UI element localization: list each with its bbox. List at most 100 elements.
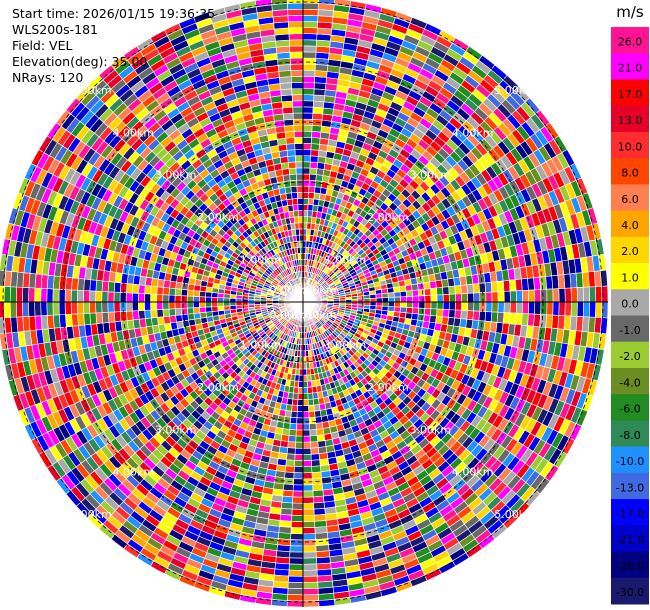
range-gate-cell — [132, 283, 140, 294]
range-gate-cell — [199, 311, 207, 319]
range-gate-cell — [34, 301, 42, 317]
range-gate-cell — [292, 484, 304, 492]
range-gate-cell — [302, 27, 318, 35]
range-gate-cell — [309, 422, 317, 431]
range-gate-cell — [175, 281, 183, 290]
range-gate-cell — [306, 374, 312, 382]
range-gate-cell — [502, 279, 511, 292]
range-gate-cell — [235, 301, 243, 306]
range-gate-cell — [280, 507, 293, 516]
range-gate-cell — [454, 301, 462, 311]
range-gate-cell — [217, 297, 225, 303]
range-gate-cell — [302, 75, 316, 84]
range-gate-cell — [101, 301, 109, 313]
range-gate-cell — [70, 289, 78, 303]
range-gate-cell — [290, 520, 304, 529]
range-gate-cell — [485, 301, 493, 313]
range-gate-cell — [314, 416, 323, 424]
range-gate-cell — [312, 495, 325, 504]
range-gate-cell — [293, 472, 304, 480]
range-gate-cell — [442, 308, 450, 318]
range-gate-cell — [295, 435, 304, 443]
range-gate-cell — [315, 422, 324, 430]
range-gate-cell — [576, 301, 584, 318]
range-gate-cell — [138, 284, 146, 295]
range-gate-cell — [369, 293, 377, 299]
range-gate-cell — [302, 581, 319, 590]
range-gate-cell — [291, 514, 304, 522]
range-gate-cell — [107, 301, 115, 313]
range-gate-cell — [430, 287, 438, 296]
range-gate-cell — [461, 301, 469, 311]
range-gate-cell — [302, 453, 312, 461]
range-gate-cell — [52, 288, 60, 303]
range-gate-cell — [302, 14, 319, 23]
range-gate-cell — [181, 313, 189, 322]
range-gate-cell — [546, 301, 554, 316]
range-gate-cell — [302, 563, 318, 571]
range-gate-cell — [294, 447, 304, 455]
range-gate-cell — [113, 291, 121, 303]
range-gate-cell — [472, 310, 481, 321]
range-gate-cell — [144, 293, 152, 303]
range-gate-cell — [302, 496, 314, 504]
range-gate-cell — [211, 296, 219, 303]
range-gate-cell — [564, 301, 572, 317]
range-gate-cell — [496, 280, 505, 293]
range-gate-cell — [302, 228, 308, 236]
range-gate-cell — [193, 290, 201, 297]
range-gate-cell — [308, 179, 317, 188]
range-gate-cell — [308, 185, 316, 194]
range-gate-cell — [156, 286, 164, 296]
range-gate-cell — [217, 301, 225, 307]
range-gate-cell — [192, 295, 200, 303]
range-gate-cell — [588, 286, 597, 303]
range-gate-cell — [514, 278, 523, 292]
range-gate-cell — [399, 290, 407, 298]
range-gate-cell — [454, 293, 462, 303]
range-gate-cell — [174, 301, 182, 310]
range-gate-cell — [0, 285, 5, 303]
range-gate-cell — [156, 293, 164, 303]
range-gate-cell — [205, 301, 212, 308]
range-gate-cell — [76, 301, 85, 315]
range-gate-cell — [223, 305, 231, 311]
range-gate-cell — [313, 501, 326, 510]
range-gate-cell — [306, 380, 313, 388]
range-gate-cell — [394, 301, 401, 308]
range-gate-cell — [3, 301, 11, 318]
range-gate-cell — [312, 392, 319, 400]
range-gate-cell — [174, 308, 183, 316]
range-gate-cell — [174, 288, 183, 296]
range-gate-cell — [302, 441, 312, 449]
range-gate-cell — [288, 563, 304, 571]
range-gate-cell — [284, 471, 295, 480]
range-gate-cell — [313, 94, 326, 103]
range-gate-cell — [461, 293, 469, 303]
range-gate-cell — [101, 311, 110, 324]
range-gate-cell — [302, 539, 317, 547]
range-gate-cell — [302, 533, 316, 541]
range-gate-cell — [83, 290, 91, 303]
range-gate-cell — [199, 306, 207, 314]
range-gate-cell — [534, 301, 542, 315]
range-gate-cell — [76, 289, 85, 303]
range-gate-cell — [291, 508, 304, 516]
range-gate-cell — [599, 269, 608, 287]
range-gate-cell — [138, 309, 146, 320]
range-gate-cell — [312, 489, 324, 498]
range-gate-cell — [381, 292, 389, 299]
range-gate-cell — [198, 296, 206, 303]
range-gate-cell — [302, 557, 318, 565]
range-gate-cell — [150, 293, 158, 303]
range-gate-cell — [144, 285, 152, 295]
range-gate-cell — [211, 301, 219, 308]
range-gate-cell — [540, 301, 548, 316]
range-gate-cell — [418, 301, 426, 309]
range-gate-cell — [363, 298, 371, 303]
range-gate-cell — [302, 435, 311, 443]
range-gate-cell — [288, 557, 304, 565]
range-gate-cell — [534, 289, 542, 303]
range-gate-cell — [307, 204, 314, 212]
